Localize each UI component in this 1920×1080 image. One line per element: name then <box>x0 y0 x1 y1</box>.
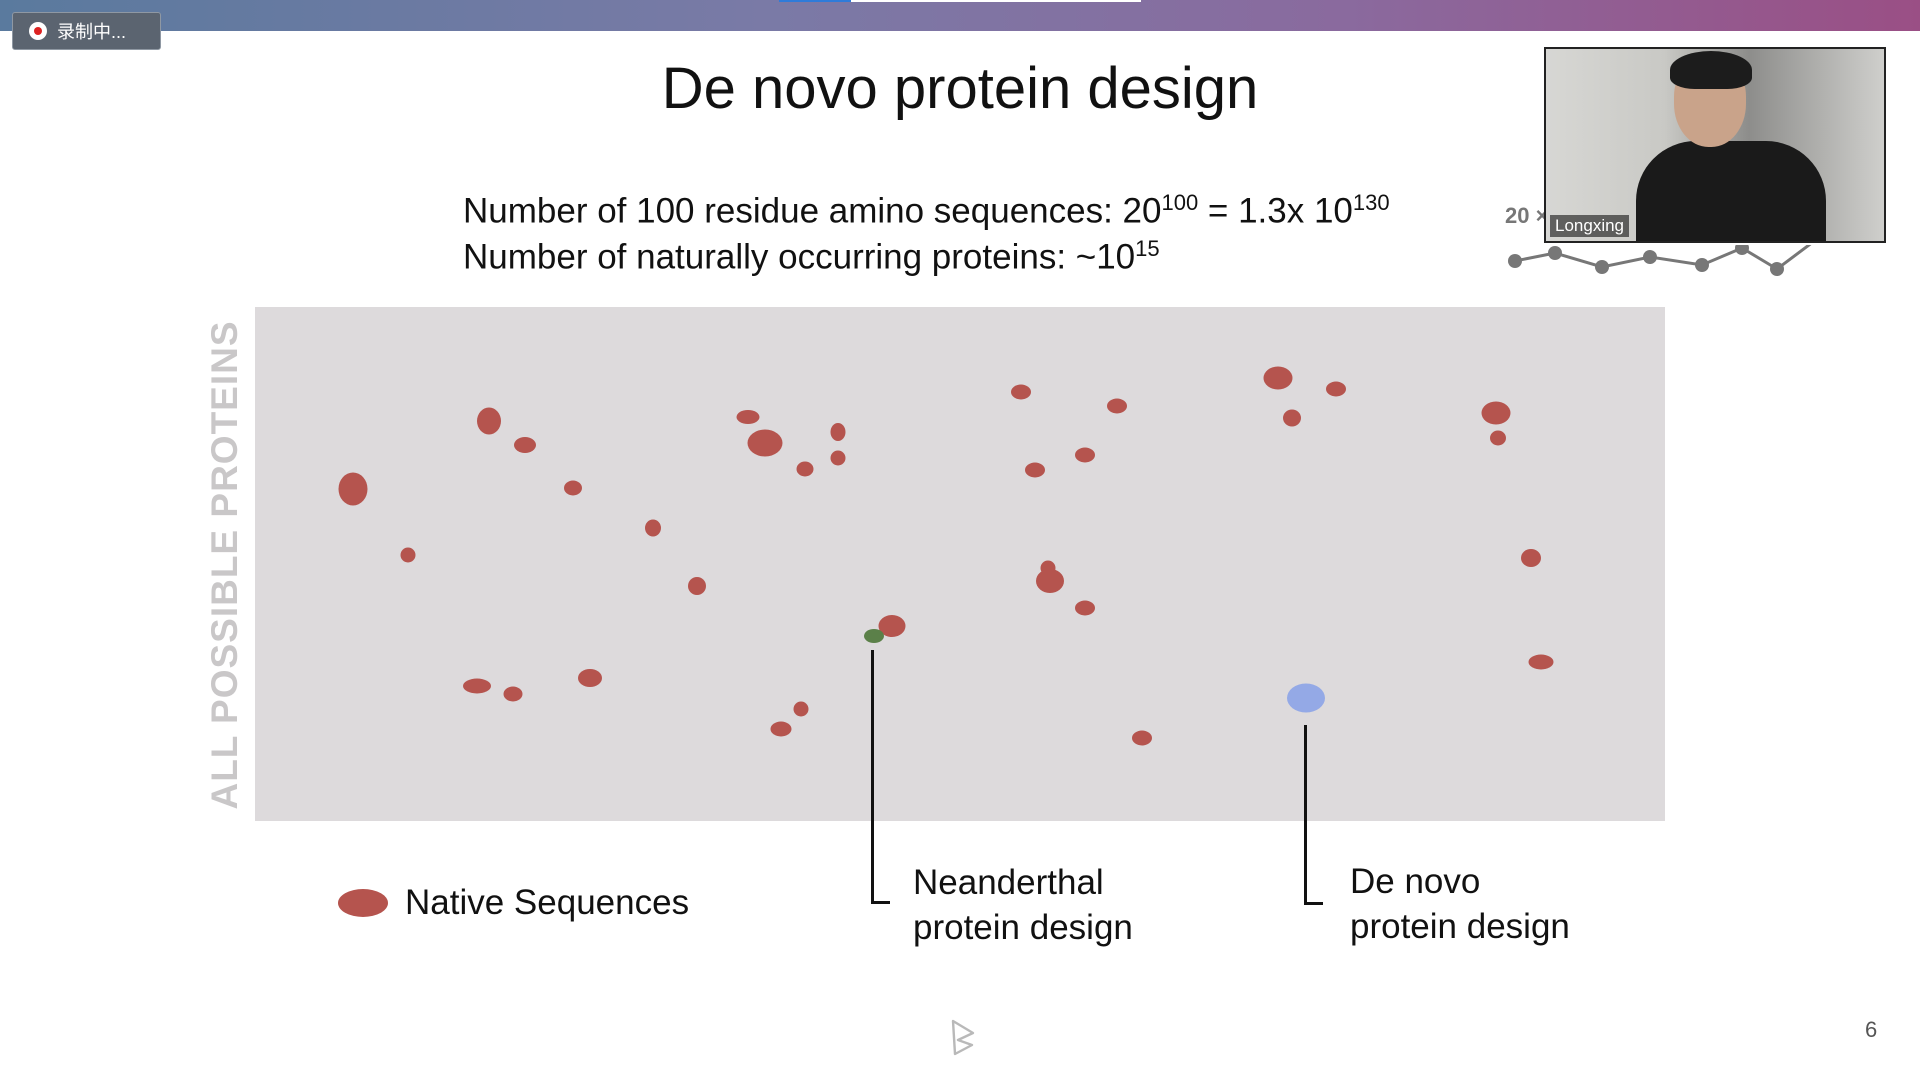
native-legend-label: Native Sequences <box>405 883 690 922</box>
sequence-count-text: Number of 100 residue amino sequences: 2… <box>463 191 1162 231</box>
participant-video-tile[interactable]: Longxing <box>1544 47 1886 243</box>
top-bar-accent <box>779 0 851 2</box>
slide-title: De novo protein design <box>661 56 1259 121</box>
natural-proteins-text: Number of naturally occurring proteins: … <box>463 237 1136 277</box>
native-sequence-blob <box>1132 730 1152 746</box>
native-sequence-blob <box>1521 549 1541 567</box>
native-sequence-blob <box>578 669 602 687</box>
native-sequence-blob <box>1107 398 1127 414</box>
native-legend-swatch <box>338 889 388 917</box>
recording-indicator-button[interactable]: 录制中... <box>12 12 161 50</box>
native-sequence-blob <box>1011 384 1031 400</box>
native-sequence-blob <box>1263 366 1293 390</box>
denovo-label-line2: protein design <box>1350 907 1570 946</box>
participant-name: Longxing <box>1550 215 1630 237</box>
native-sequence-blob <box>830 450 846 466</box>
native-sequence-blob <box>688 577 706 595</box>
denovo-design-blob <box>1287 683 1325 713</box>
denovo-leader-line <box>1304 725 1307 905</box>
native-sequence-blob <box>770 721 792 737</box>
native-sequence-blob <box>1075 447 1095 463</box>
native-sequence-blob <box>338 472 368 506</box>
native-sequence-blob <box>1283 409 1301 427</box>
participant-body <box>1636 141 1826 241</box>
axis-label: ALL POSSIBLE PROTEINS <box>204 320 245 810</box>
hidden-slide-text: 20 × <box>1505 203 1549 228</box>
protein-space-panel <box>255 307 1665 821</box>
sequence-count-exponent: 100 <box>1161 190 1199 215</box>
native-sequence-blob <box>645 519 661 537</box>
native-sequence-blob <box>564 480 582 496</box>
sequence-count-line: Number of 100 residue amino sequences: 2… <box>463 190 1390 232</box>
native-sequence-blob <box>400 547 416 563</box>
native-sequence-blob <box>1036 569 1064 593</box>
native-sequence-blob <box>477 407 501 435</box>
native-sequence-blob <box>514 437 536 453</box>
top-bar-highlight <box>851 0 1141 2</box>
neanderthal-leader-line <box>871 650 874 904</box>
native-sequence-blob <box>1528 654 1554 670</box>
page-number: 6 <box>1865 1017 1878 1042</box>
neanderthal-design-blob <box>864 629 884 643</box>
native-sequence-blob <box>796 461 814 477</box>
neanderthal-leader-tick <box>871 901 890 904</box>
native-sequence-blob <box>1075 600 1095 616</box>
presentation-logo-icon <box>951 1019 975 1056</box>
sequence-count-result-exponent: 130 <box>1352 190 1390 215</box>
denovo-label-line1: De novo <box>1350 862 1481 901</box>
recording-label: 录制中... <box>57 22 127 42</box>
sequence-count-equals: = 1.3x 10 <box>1198 191 1353 231</box>
natural-proteins-exponent: 15 <box>1135 236 1160 261</box>
native-sequence-blob <box>793 701 809 717</box>
native-sequence-blob <box>747 429 783 457</box>
record-icon <box>29 22 47 40</box>
neanderthal-label-line1: Neanderthal <box>913 863 1104 902</box>
native-sequence-blob <box>878 615 906 637</box>
natural-proteins-line: Number of naturally occurring proteins: … <box>463 236 1160 278</box>
native-sequence-blob <box>1481 401 1511 425</box>
native-sequence-blob <box>1025 462 1045 478</box>
native-sequence-blob <box>1490 430 1506 446</box>
hidden-slide-graph <box>1508 245 1812 276</box>
participant-hair <box>1670 51 1752 89</box>
native-sequence-blob <box>503 686 523 702</box>
native-sequence-blob <box>736 410 760 424</box>
native-sequence-blob <box>1326 381 1346 397</box>
native-sequence-blob <box>463 678 491 694</box>
top-bar <box>0 0 1920 31</box>
neanderthal-label-line2: protein design <box>913 908 1133 947</box>
denovo-leader-tick <box>1304 902 1323 905</box>
native-sequence-blob <box>830 423 846 441</box>
